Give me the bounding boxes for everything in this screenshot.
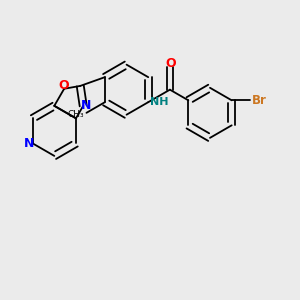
Text: N: N — [81, 99, 91, 112]
Text: CH₃: CH₃ — [68, 110, 84, 118]
Text: N: N — [24, 137, 34, 150]
Text: O: O — [59, 79, 70, 92]
Text: O: O — [166, 57, 176, 70]
Text: NH: NH — [150, 98, 168, 107]
Text: Br: Br — [252, 94, 266, 107]
